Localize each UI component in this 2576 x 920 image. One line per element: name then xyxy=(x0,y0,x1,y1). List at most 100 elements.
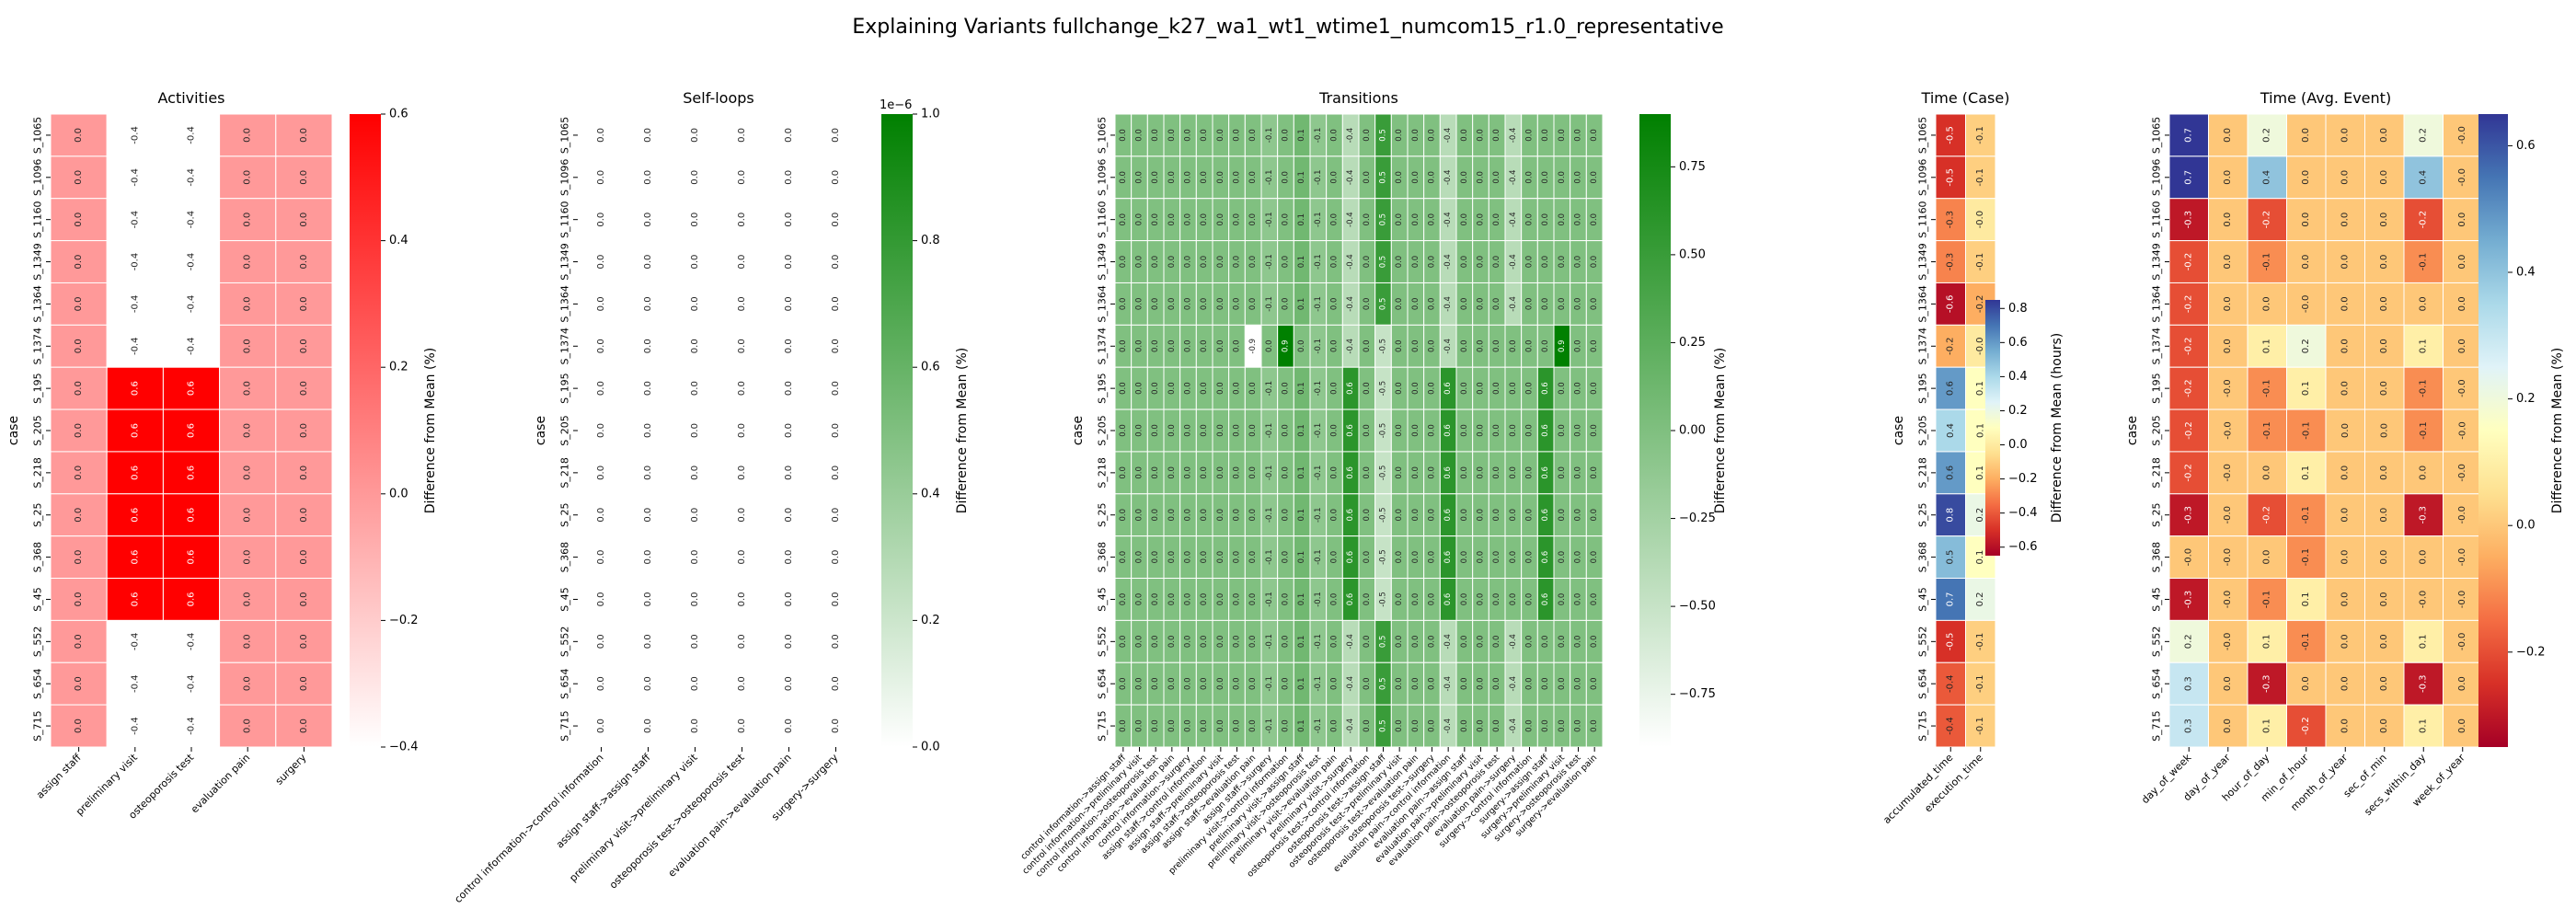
cell-value-label: -0.4 xyxy=(187,211,197,229)
cell-value-label: 0.0 xyxy=(1477,636,1486,649)
colorbar-tick-label: −0.2 xyxy=(389,614,419,627)
cell-value-label: 0.0 xyxy=(1395,593,1404,606)
heatmap-cell xyxy=(219,408,277,453)
heatmap-cell xyxy=(162,493,221,537)
cell-value-label: 0.0 xyxy=(1184,636,1193,649)
cell-value-label: -0.0 xyxy=(2223,379,2233,397)
y-tick-label: S_1349 xyxy=(1917,243,1929,280)
cell-value-label: 0.0 xyxy=(1216,636,1225,649)
y-tick-label: S_195 xyxy=(32,373,44,403)
cell-value-label: 0.0 xyxy=(690,213,700,227)
cell-value-label: 0.0 xyxy=(2223,339,2233,353)
cell-value-label: 0.0 xyxy=(1184,129,1193,142)
heatmap-cell xyxy=(2403,578,2444,621)
heatmap-cell xyxy=(106,282,164,326)
cell-value-label: 0.0 xyxy=(737,508,747,523)
cell-value-label: 0.8 xyxy=(1946,508,1956,523)
cell-value-label: 0.0 xyxy=(1282,382,1291,395)
y-tick-label: S_1160 xyxy=(1097,201,1109,237)
cell-value-label: 0.0 xyxy=(1119,298,1128,311)
cell-value-label: 0.0 xyxy=(1363,636,1372,649)
y-tick-label: S_205 xyxy=(2151,415,2163,445)
cell-value-label: 0.0 xyxy=(1233,171,1242,184)
cell-value-label: -0.3 xyxy=(2184,506,2194,524)
cell-value-label: 0.0 xyxy=(299,381,309,396)
cell-value-label: 0.9 xyxy=(1558,340,1567,353)
colorbar-tick-label: −0.75 xyxy=(1679,687,1716,701)
heatmap-cell xyxy=(577,619,626,663)
heatmap-cell xyxy=(162,535,221,580)
cell-value-label: 0.0 xyxy=(643,508,653,523)
heatmap-cell xyxy=(624,451,673,495)
cell-value-label: 0.0 xyxy=(2340,381,2351,396)
cell-value-label: 0.0 xyxy=(1282,213,1291,226)
cell-value-label: 0.5 xyxy=(1379,636,1388,649)
heatmap-cell xyxy=(2208,704,2248,748)
cell-value-label: -0.3 xyxy=(1946,211,1956,229)
cell-value-label: 0.0 xyxy=(643,170,653,185)
cell-value-label: 0.5 xyxy=(1379,129,1388,142)
cell-value-label: 0.0 xyxy=(737,213,747,227)
cell-value-label: 0.1 xyxy=(2262,339,2272,353)
cell-value-label: 0.0 xyxy=(1428,213,1437,226)
y-tick-label: S_1160 xyxy=(559,201,571,237)
cell-value-label: -0.1 xyxy=(2301,421,2311,440)
cell-value-label: -0.4 xyxy=(130,674,140,693)
cell-value-label: 0.0 xyxy=(1119,509,1128,522)
cell-value-label: 0.0 xyxy=(1492,171,1501,184)
cell-value-label: 0.0 xyxy=(1216,298,1225,311)
cell-value-label: 0.0 xyxy=(1590,593,1599,606)
cell-value-label: 0.0 xyxy=(1135,298,1144,311)
cell-value-label: 0.0 xyxy=(1460,340,1469,353)
heatmap-cell xyxy=(2247,661,2287,706)
cell-value-label: 0.6 xyxy=(1541,382,1550,395)
cell-value-label: 0.0 xyxy=(1525,382,1535,395)
y-axis-label: case xyxy=(1071,416,1086,445)
cell-value-label: -0.1 xyxy=(1265,128,1274,144)
cell-value-label: 0.0 xyxy=(1330,509,1340,522)
cell-value-label: -0.0 xyxy=(2457,379,2467,397)
colorbar-tick-label: 0.0 xyxy=(921,741,940,754)
heatmap-cell xyxy=(2247,366,2287,410)
cell-value-label: 0.0 xyxy=(1477,256,1486,269)
cell-value-label: -0.1 xyxy=(1975,253,1985,271)
y-tick-label: S_218 xyxy=(1097,457,1109,488)
y-tick-label: S_1349 xyxy=(1097,243,1109,280)
cell-value-label: 0.0 xyxy=(1363,593,1372,606)
cell-value-label: 0.0 xyxy=(1151,382,1160,395)
cell-value-label: -0.4 xyxy=(130,253,140,271)
colorbar-tick-label: 0.0 xyxy=(2516,519,2536,533)
cell-value-label: 0.0 xyxy=(1541,213,1550,226)
cell-value-label: -0.4 xyxy=(1346,339,1355,354)
cell-value-label: 0.0 xyxy=(1119,593,1128,606)
cell-value-label: 0.0 xyxy=(1200,382,1209,395)
heatmap-cell xyxy=(1965,113,1996,157)
cell-value-label: -0.4 xyxy=(187,717,197,735)
colorbar-tick-label: 0.4 xyxy=(2008,370,2028,384)
heatmap-cell xyxy=(50,366,108,410)
cell-value-label: -0.2 xyxy=(1946,338,1956,356)
cell-value-label: 0.0 xyxy=(243,676,253,691)
cell-value-label: -0.4 xyxy=(187,168,197,187)
cell-value-label: 0.6 xyxy=(1541,466,1550,479)
cell-value-label: 0.2 xyxy=(1975,508,1985,523)
cell-value-label: 0.0 xyxy=(1558,298,1567,311)
heatmap-cell xyxy=(2364,113,2405,157)
cell-value-label: 0.0 xyxy=(1395,466,1404,479)
cell-value-label: 0.0 xyxy=(1477,719,1486,732)
heatmap-cell xyxy=(765,535,813,580)
cell-value-label: 0.1 xyxy=(1297,424,1306,437)
cell-value-label: 0.0 xyxy=(1330,677,1340,690)
cell-value-label: 0.0 xyxy=(1492,466,1501,479)
cell-value-label: -0.9 xyxy=(1248,339,1258,354)
heatmap-cell xyxy=(811,155,860,200)
cell-value-label: -0.4 xyxy=(1509,170,1518,186)
cell-value-label: 0.0 xyxy=(831,128,841,143)
cell-value-label: 0.0 xyxy=(2223,676,2233,691)
cell-value-label: 0.0 xyxy=(1558,424,1567,437)
colorbar-tick-label: 0.6 xyxy=(2516,139,2536,153)
cell-value-label: 0.0 xyxy=(1200,509,1209,522)
cell-value-label: 0.0 xyxy=(1184,171,1193,184)
heatmap-panel-5: Time (Avg. Event) 0.7 0.0 0.2 0.0 0.0 0.0 0.2 -0… xyxy=(2125,89,2565,818)
colorbar xyxy=(1985,300,2000,556)
